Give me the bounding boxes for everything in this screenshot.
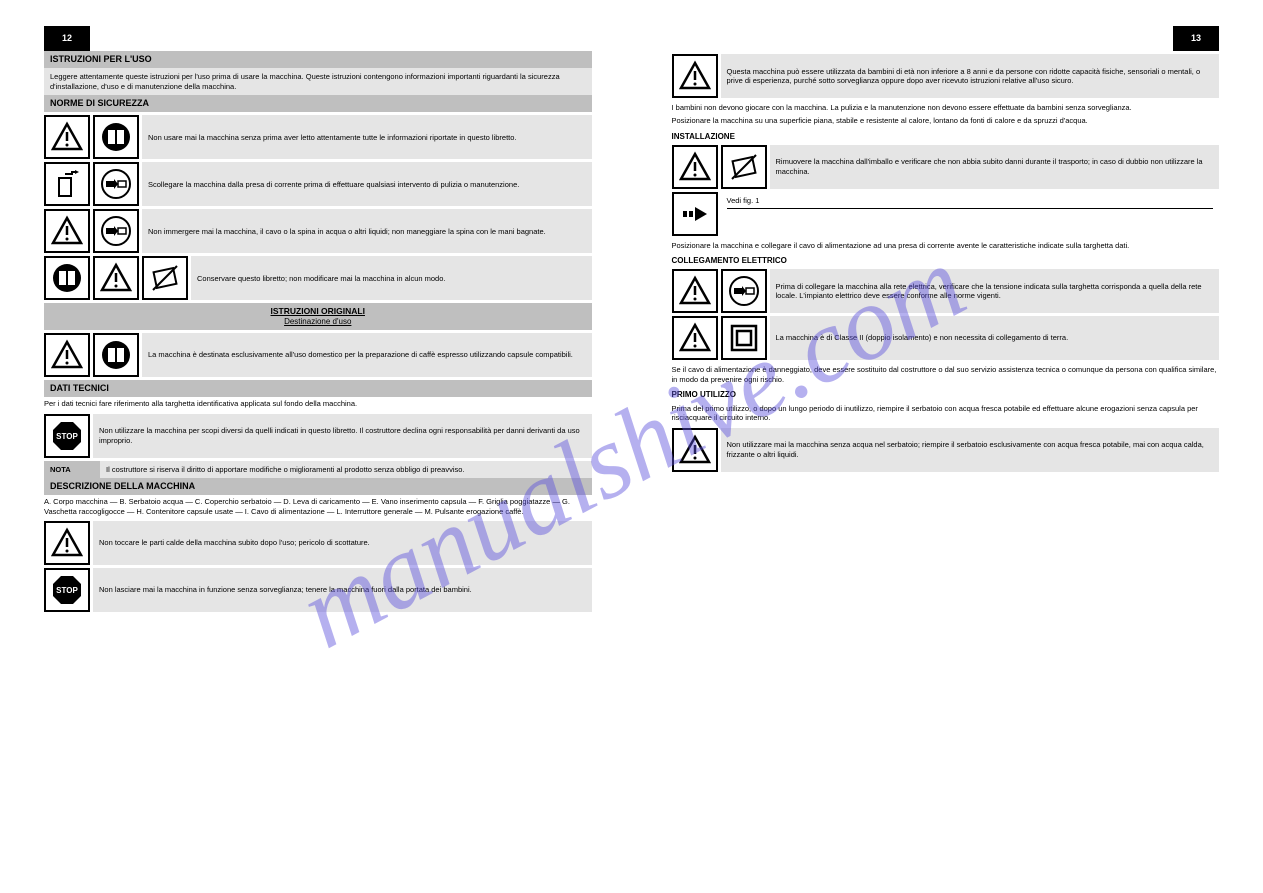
section-header-dati: DATI TECNICI bbox=[44, 380, 592, 397]
section-header-norme: NORME DI SICUREZZA bbox=[44, 95, 592, 112]
safety-row-2: Scollegare la macchina dalla presa di co… bbox=[44, 162, 592, 206]
warning-icon bbox=[44, 333, 90, 377]
safety-text-2: Scollegare la macchina dalla presa di co… bbox=[142, 162, 592, 206]
intro-text: Leggere attentamente queste istruzioni p… bbox=[44, 68, 592, 95]
no-modify-icon bbox=[721, 145, 767, 189]
right-p3: Posizionare la macchina e collegare il c… bbox=[672, 239, 1220, 252]
right-p4: Se il cavo di alimentazione è danneggiat… bbox=[672, 363, 1220, 386]
intended-use-title: Destinazione d'uso bbox=[47, 317, 589, 327]
section-header-electrical: COLLEGAMENTO ELETTRICO bbox=[672, 256, 1220, 266]
section-header-install: INSTALLAZIONE bbox=[672, 132, 1220, 142]
right-text-5: Non utilizzare mai la macchina senza acq… bbox=[721, 428, 1220, 472]
right-text-1: Questa macchina può essere utilizzata da… bbox=[721, 54, 1220, 98]
unplug-machine-icon bbox=[44, 162, 90, 206]
notice-body: Il costruttore si riserva il diritto di … bbox=[100, 461, 592, 478]
ref-container: Vedi fig. 1 bbox=[721, 192, 1220, 236]
tech-data-text: Per i dati tecnici fare riferimento alla… bbox=[44, 397, 592, 410]
section-header-descrizione: DESCRIZIONE DELLA MACCHINA bbox=[44, 478, 592, 495]
safety-text-6: Non toccare le parti calde della macchin… bbox=[93, 521, 592, 565]
section-header-firstuse: PRIMO UTILIZZO bbox=[672, 390, 1220, 400]
stop-icon: STOP bbox=[44, 414, 90, 458]
class-2-icon bbox=[721, 316, 767, 360]
notice-row: NOTA Il costruttore si riserva il diritt… bbox=[44, 461, 592, 478]
right-p5: Prima del primo utilizzo, o dopo un lung… bbox=[672, 402, 1220, 425]
notice-label: NOTA bbox=[44, 461, 100, 478]
safety-text-4: Conservare questo libretto; non modifica… bbox=[191, 256, 592, 300]
safety-row-1: Non usare mai la macchina senza prima av… bbox=[44, 115, 592, 159]
right-row-2: Rimuovere la macchina dall'imballo e ver… bbox=[672, 145, 1220, 189]
plug-out-icon bbox=[93, 209, 139, 253]
warning-icon bbox=[672, 428, 718, 472]
stop-row: STOP Non utilizzare la macchina per scop… bbox=[44, 414, 592, 458]
left-column: ISTRUZIONI PER L'USO Leggere attentament… bbox=[44, 26, 592, 615]
safety-row-6: Non toccare le parti calde della macchin… bbox=[44, 521, 592, 565]
description-text: A. Corpo macchina — B. Serbatoio acqua —… bbox=[44, 495, 592, 518]
stop-icon: STOP bbox=[44, 568, 90, 612]
safety-row-5: La macchina è destinata esclusivamente a… bbox=[44, 333, 592, 377]
plug-out-icon bbox=[721, 269, 767, 313]
right-text-3: Prima di collegare la macchina alla rete… bbox=[770, 269, 1220, 313]
right-row-3: Prima di collegare la macchina alla rete… bbox=[672, 269, 1220, 313]
warning-icon bbox=[672, 54, 718, 98]
safety-text-5: La macchina è destinata esclusivamente a… bbox=[142, 333, 592, 377]
warning-icon bbox=[672, 269, 718, 313]
right-text-4: La macchina è di Classe II (doppio isola… bbox=[770, 316, 1220, 360]
right-row-5: Non utilizzare mai la macchina senza acq… bbox=[672, 428, 1220, 472]
section-header-istruzioni: ISTRUZIONI PER L'USO bbox=[44, 51, 592, 68]
no-modify-icon bbox=[142, 256, 188, 300]
warning-icon bbox=[44, 209, 90, 253]
warning-icon bbox=[93, 256, 139, 300]
warning-icon bbox=[672, 145, 718, 189]
right-p1: I bambini non devono giocare con la macc… bbox=[672, 101, 1220, 114]
safety-text-1: Non usare mai la macchina senza prima av… bbox=[142, 115, 592, 159]
right-row-1: Questa macchina può essere utilizzata da… bbox=[672, 54, 1220, 98]
ref-text: Vedi fig. 1 bbox=[727, 196, 1214, 205]
plug-out-icon bbox=[93, 162, 139, 206]
right-column: Questa macchina può essere utilizzata da… bbox=[672, 26, 1220, 615]
warning-icon bbox=[44, 115, 90, 159]
arrow-right-icon bbox=[672, 192, 718, 236]
ref-underline bbox=[727, 208, 1214, 209]
svg-text:STOP: STOP bbox=[56, 586, 78, 595]
page-number-right: 13 bbox=[1173, 26, 1219, 51]
warning-icon bbox=[672, 316, 718, 360]
ref-row: Vedi fig. 1 bbox=[672, 192, 1220, 236]
center-titles: ISTRUZIONI ORIGINALI Destinazione d'uso bbox=[44, 303, 592, 330]
page-number-left: 12 bbox=[44, 26, 90, 51]
safety-row-3: Non immergere mai la macchina, il cavo o… bbox=[44, 209, 592, 253]
warning-icon bbox=[44, 521, 90, 565]
manual-icon bbox=[93, 333, 139, 377]
right-text-2: Rimuovere la macchina dall'imballo e ver… bbox=[770, 145, 1220, 189]
right-p2: Posizionare la macchina su una superfici… bbox=[672, 114, 1220, 127]
safety-row-7: STOP Non lasciare mai la macchina in fun… bbox=[44, 568, 592, 612]
safety-row-4: Conservare questo libretto; non modifica… bbox=[44, 256, 592, 300]
stop-text: Non utilizzare la macchina per scopi div… bbox=[93, 414, 592, 458]
right-row-4: La macchina è di Classe II (doppio isola… bbox=[672, 316, 1220, 360]
safety-text-7: Non lasciare mai la macchina in funzione… bbox=[93, 568, 592, 612]
orig-instructions-title: ISTRUZIONI ORIGINALI bbox=[47, 306, 589, 317]
svg-text:STOP: STOP bbox=[56, 432, 78, 441]
manual-icon bbox=[44, 256, 90, 300]
safety-text-3: Non immergere mai la macchina, il cavo o… bbox=[142, 209, 592, 253]
manual-icon bbox=[93, 115, 139, 159]
page-container: ISTRUZIONI PER L'USO Leggere attentament… bbox=[0, 0, 1263, 641]
